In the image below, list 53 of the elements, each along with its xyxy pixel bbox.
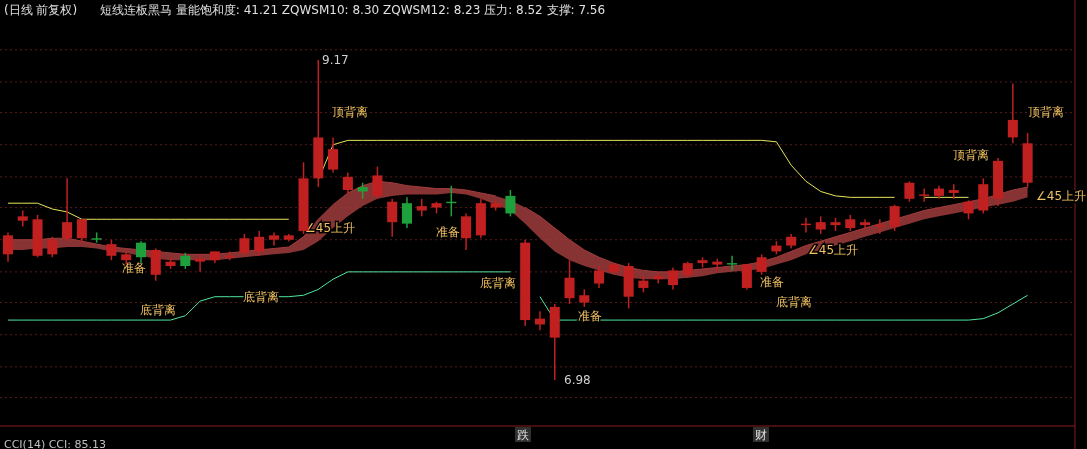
candlestick: [904, 180, 915, 203]
candlestick: [667, 266, 678, 291]
candlestick: [919, 187, 930, 203]
candlestick: [564, 259, 575, 305]
candlestick: [387, 198, 398, 238]
candlestick: [106, 238, 117, 261]
annotation: 准备: [578, 308, 602, 323]
annotation: 底背离: [480, 275, 516, 290]
annotation: ∠45上升: [305, 220, 356, 235]
candlestick: [727, 255, 738, 272]
annotation: 底背离: [776, 294, 812, 309]
candlestick: [254, 230, 265, 257]
candlestick: [741, 263, 752, 291]
candlestick: [756, 253, 767, 276]
annotation: 底背离: [243, 289, 279, 304]
candlestick: [889, 203, 900, 232]
candlestick: [76, 218, 87, 244]
annotation: 底背离: [140, 302, 176, 317]
annotation: ∠45上升: [808, 242, 859, 257]
candlestick: [2, 231, 14, 263]
candlestick: [594, 265, 605, 289]
annotation: 顶背离: [953, 147, 989, 162]
text: ∠45上升: [1036, 188, 1087, 203]
candlestick: [268, 231, 279, 247]
candlestick: [239, 233, 250, 257]
candlestick: [860, 218, 871, 231]
candlestick: [17, 209, 28, 228]
annotation: 顶背离: [1028, 104, 1064, 119]
candlestick: [874, 218, 885, 235]
candlestick: [461, 212, 472, 251]
candlestick: [47, 236, 58, 259]
candlestick: [342, 171, 353, 196]
text: 财: [755, 428, 767, 442]
candlestick: [505, 189, 516, 218]
annotation: 9.17: [322, 52, 349, 67]
candlestick: [372, 165, 383, 200]
candlestick: [653, 272, 664, 285]
text: 跌: [517, 428, 529, 442]
candlestick: [62, 177, 73, 242]
chart-title: (日线 前复权): [4, 3, 78, 17]
chart-subtitle: 短线连板黑马 量能饱和度: 41.21 ZQWSM10: 8.30 ZQWSM12: 8.23 压力: 8.52 支撑: 7.56: [100, 3, 606, 17]
annotation: 准备: [122, 260, 146, 275]
annotation: 顶背离: [332, 104, 368, 119]
candlestick: [1007, 82, 1018, 145]
candlestick: [328, 136, 339, 174]
candlestick: [135, 240, 147, 264]
candlestick: [195, 253, 206, 273]
annotation: 6.98: [564, 372, 591, 387]
text: CCI(14) CCI: 85.13: [4, 438, 106, 449]
annotation: 准备: [436, 224, 460, 239]
candlestick: [963, 199, 974, 221]
candlestick: [401, 196, 412, 229]
annotation: 准备: [760, 274, 784, 289]
